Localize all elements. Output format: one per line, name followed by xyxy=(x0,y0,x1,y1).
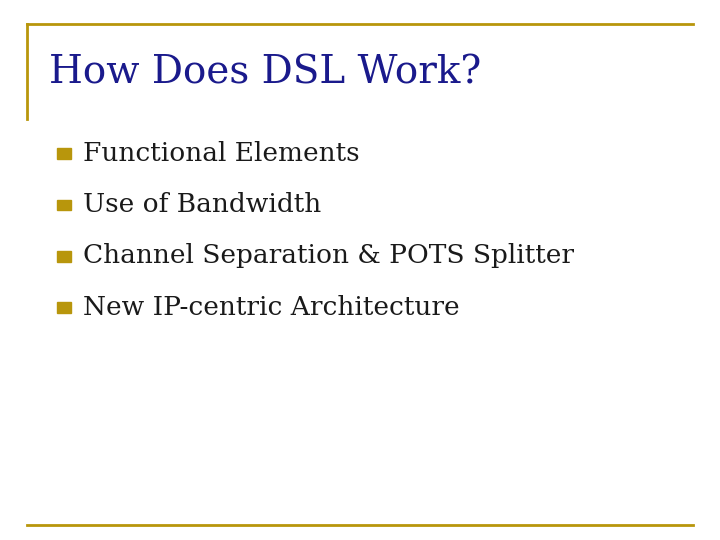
Text: Channel Separation & POTS Splitter: Channel Separation & POTS Splitter xyxy=(83,244,574,268)
Text: Use of Bandwidth: Use of Bandwidth xyxy=(83,192,321,217)
Text: Functional Elements: Functional Elements xyxy=(83,141,359,166)
Text: How Does DSL Work?: How Does DSL Work? xyxy=(49,55,481,91)
Text: New IP-centric Architecture: New IP-centric Architecture xyxy=(83,295,459,320)
Bar xyxy=(57,148,71,159)
Bar xyxy=(57,251,71,261)
Bar xyxy=(57,200,71,210)
Bar xyxy=(57,302,71,313)
